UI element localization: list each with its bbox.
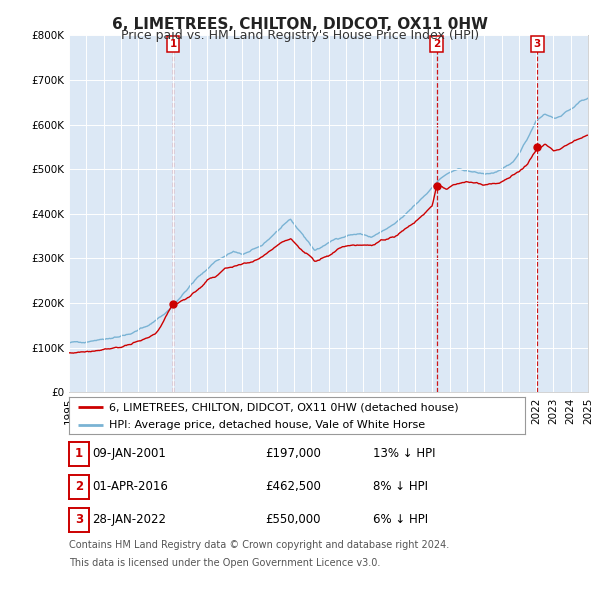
Text: 2: 2: [75, 480, 83, 493]
Text: 1: 1: [170, 39, 177, 49]
Text: 1: 1: [75, 447, 83, 460]
Text: 6% ↓ HPI: 6% ↓ HPI: [373, 513, 428, 526]
Text: 3: 3: [534, 39, 541, 49]
Text: 3: 3: [75, 513, 83, 526]
Text: £197,000: £197,000: [265, 447, 321, 460]
Text: This data is licensed under the Open Government Licence v3.0.: This data is licensed under the Open Gov…: [69, 558, 380, 568]
Text: HPI: Average price, detached house, Vale of White Horse: HPI: Average price, detached house, Vale…: [109, 420, 425, 430]
Text: 01-APR-2016: 01-APR-2016: [92, 480, 167, 493]
Text: 09-JAN-2001: 09-JAN-2001: [92, 447, 166, 460]
Text: 6, LIMETREES, CHILTON, DIDCOT, OX11 0HW: 6, LIMETREES, CHILTON, DIDCOT, OX11 0HW: [112, 17, 488, 31]
Text: 8% ↓ HPI: 8% ↓ HPI: [373, 480, 428, 493]
Text: 28-JAN-2022: 28-JAN-2022: [92, 513, 166, 526]
Text: 6, LIMETREES, CHILTON, DIDCOT, OX11 0HW (detached house): 6, LIMETREES, CHILTON, DIDCOT, OX11 0HW …: [109, 402, 459, 412]
Text: £462,500: £462,500: [265, 480, 321, 493]
Text: 2: 2: [433, 39, 440, 49]
Text: Contains HM Land Registry data © Crown copyright and database right 2024.: Contains HM Land Registry data © Crown c…: [69, 540, 449, 550]
Text: Price paid vs. HM Land Registry's House Price Index (HPI): Price paid vs. HM Land Registry's House …: [121, 30, 479, 42]
Text: 13% ↓ HPI: 13% ↓ HPI: [373, 447, 436, 460]
Text: £550,000: £550,000: [265, 513, 320, 526]
